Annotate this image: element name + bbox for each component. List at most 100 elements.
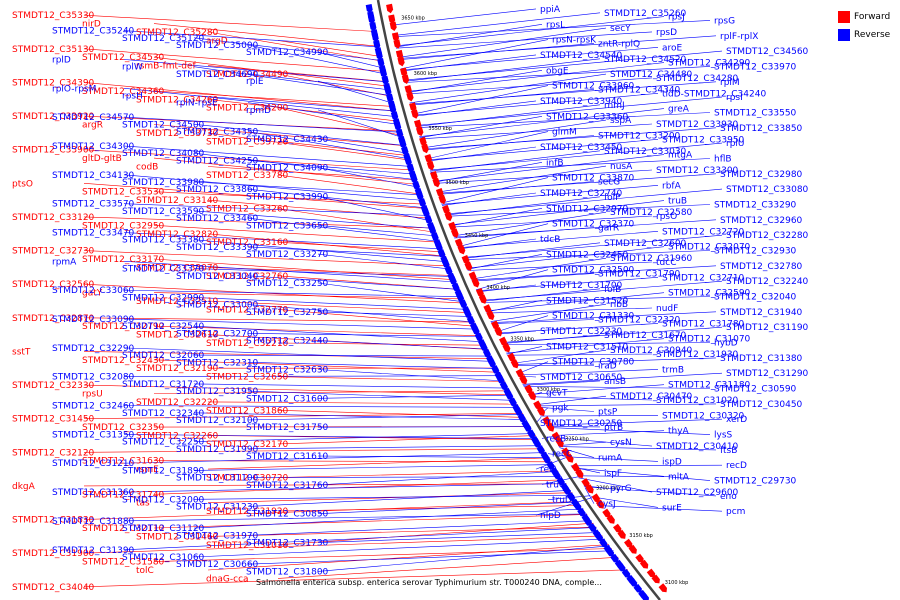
gene-label-reverse[interactable]: STMDT12_C33250 xyxy=(246,279,329,289)
gene-label-reverse[interactable]: recD xyxy=(726,461,747,471)
gene-label-reverse[interactable]: STMDT12_C33300 xyxy=(656,166,739,176)
gene-label-forward[interactable]: STMDT12_C33070 xyxy=(136,263,219,273)
gene-label-reverse[interactable]: xerD xyxy=(726,415,747,425)
gene-label-reverse[interactable]: thyA xyxy=(668,427,690,437)
gene-label-reverse[interactable]: STMDT12_C30450 xyxy=(720,400,803,410)
gene-label-reverse[interactable]: STMDT12_C30590 xyxy=(714,385,797,395)
gene-label-reverse[interactable]: garR xyxy=(598,224,619,234)
gene-label-reverse[interactable]: nlpD xyxy=(540,511,561,521)
gene-label-reverse[interactable]: rplO-rpsM xyxy=(52,84,96,94)
gene-label-reverse[interactable]: STMDT12_C33200 xyxy=(598,132,681,142)
gene-label-reverse[interactable]: STMDT12_C32960 xyxy=(720,216,803,226)
gene-label-reverse[interactable]: STMDT12_C32320 xyxy=(598,316,681,326)
gene-label-reverse[interactable]: STMDT12_C31230 xyxy=(176,503,259,513)
gene-label-reverse[interactable]: rpmD xyxy=(246,106,271,116)
gene-label-reverse[interactable]: STMDT12_C31120 xyxy=(122,524,205,534)
gene-label-forward[interactable]: STMDT12_C32870 xyxy=(12,314,95,324)
gene-label-reverse[interactable]: rplU xyxy=(726,139,745,149)
gene-label-forward[interactable]: STMDT12_C32760 xyxy=(206,272,289,282)
gene-label-reverse[interactable]: eno xyxy=(720,492,737,502)
gene-label-reverse[interactable]: STMDT12_C34560 xyxy=(726,47,809,57)
gene-label-reverse[interactable]: tdcB xyxy=(540,235,560,245)
gene-label-reverse[interactable]: rpsI xyxy=(726,93,743,103)
gene-label-reverse[interactable]: ptrB xyxy=(604,423,623,433)
gene-label-reverse[interactable]: mtgA xyxy=(668,151,693,161)
gene-label-forward[interactable]: STMDT12_C32170 xyxy=(206,440,289,450)
gene-label-forward[interactable]: STMDT12_C32210 xyxy=(206,339,289,349)
gene-label-reverse[interactable]: STMDT12_C31670 xyxy=(604,331,687,341)
gene-label-forward[interactable]: STMDT12_C34390 xyxy=(12,78,95,88)
gene-label-reverse[interactable]: rplD xyxy=(52,55,71,65)
gene-label-reverse[interactable]: truD xyxy=(552,496,572,506)
gene-label-reverse[interactable]: STMDT12_C33000 xyxy=(176,301,259,311)
gene-label-reverse[interactable]: STMDT12_C31700 xyxy=(540,281,623,291)
gene-label-reverse[interactable]: STMDT12_C31790 xyxy=(598,270,681,280)
gene-label-reverse[interactable]: recC xyxy=(552,450,572,460)
gene-label-forward[interactable]: STMDT12_C32110 xyxy=(82,524,165,534)
gene-label-forward[interactable]: STMDT12_C32730 xyxy=(12,247,95,257)
gene-label-reverse[interactable]: STMDT12_C34690 xyxy=(176,70,259,80)
gene-label-reverse[interactable]: STMDT12_C33040 xyxy=(176,272,259,282)
gene-label-reverse[interactable]: STMDT12_C31100 xyxy=(176,474,259,484)
gene-label-reverse[interactable]: STMDT12_C31520 xyxy=(546,296,629,306)
gene-label-reverse[interactable]: STMDT12_C33930 xyxy=(656,120,739,130)
gene-label-forward[interactable]: STMDT12_C32260 xyxy=(136,432,219,442)
gene-label-reverse[interactable]: rpsO xyxy=(656,212,677,222)
gene-label-reverse[interactable]: pgk xyxy=(552,404,569,414)
gene-label-forward[interactable]: STMDT12_C32330 xyxy=(12,381,95,391)
gene-label-reverse[interactable]: iraD xyxy=(598,362,617,372)
gene-label-reverse[interactable]: zntR-rplQ xyxy=(598,39,640,49)
gene-label-reverse[interactable]: STMDT12_C32310 xyxy=(176,358,259,368)
gene-label-forward[interactable]: STMDT12_C34200 xyxy=(206,104,289,114)
gene-label-forward[interactable]: STMDT12_C33170 xyxy=(82,255,165,265)
gene-label-reverse[interactable]: STMDT12_C34300 xyxy=(52,142,135,152)
gene-label-reverse[interactable]: STMDT12_C31890 xyxy=(122,466,205,476)
gene-label-reverse[interactable]: STMDT12_C31800 xyxy=(246,567,329,577)
gene-label-reverse[interactable]: sspA xyxy=(610,116,632,126)
gene-label-reverse[interactable]: cysJ xyxy=(598,500,616,510)
gene-label-reverse[interactable]: STMDT12_C35120 xyxy=(122,34,205,44)
gene-label-forward[interactable]: STMDT12_C32950 xyxy=(82,221,165,231)
gene-label-forward[interactable]: gltD-gltB xyxy=(82,154,122,164)
gene-label-forward[interactable]: STMDT12_C31580 xyxy=(82,558,165,568)
gene-label-reverse[interactable]: rpsD xyxy=(656,28,677,38)
gene-label-reverse[interactable]: rpsH xyxy=(122,92,143,102)
gene-label-reverse[interactable]: STMDT12_C32500 xyxy=(552,266,635,276)
gene-label-reverse[interactable]: STMDT12_C31210 xyxy=(52,459,135,469)
gene-label-reverse[interactable]: STMDT12_C33970 xyxy=(714,62,797,72)
gene-label-reverse[interactable]: STMDT12_C32590 xyxy=(668,289,751,299)
gene-label-reverse[interactable]: aroE xyxy=(662,43,683,53)
gene-label-reverse[interactable]: STMDT12_C31780 xyxy=(662,319,745,329)
gene-label-reverse[interactable]: STMDT12_C33460 xyxy=(176,214,259,224)
gene-label-reverse[interactable]: STMDT12_C32740 xyxy=(540,189,623,199)
gene-label-reverse[interactable]: STMDT12_C34080 xyxy=(122,149,205,159)
gene-label-reverse[interactable]: STMDT12_C32280 xyxy=(726,231,809,241)
gene-label-reverse[interactable]: folB xyxy=(604,285,621,295)
gene-label-reverse[interactable]: STMDT12_C32450 xyxy=(546,250,629,260)
gene-label-reverse[interactable]: rpmA xyxy=(52,257,77,267)
gene-label-reverse[interactable]: STMDT12_C33590 xyxy=(122,207,205,217)
gene-label-reverse[interactable]: STMDT12_C31880 xyxy=(52,517,135,527)
gene-label-reverse[interactable]: STMDT12_C33290 xyxy=(714,201,797,211)
gene-label-reverse[interactable]: STMDT12_C33870 xyxy=(552,174,635,184)
gene-label-forward[interactable]: STMDT12_C34260 xyxy=(136,95,219,105)
gene-label-forward[interactable]: STMDT12_C31450 xyxy=(12,415,95,425)
gene-label-forward[interactable]: codB xyxy=(136,163,158,173)
gene-label-forward[interactable]: STMDT12_C32610 xyxy=(136,331,219,341)
gene-label-reverse[interactable]: pyrG xyxy=(610,484,632,494)
gene-label-reverse[interactable]: STMDT12_C33850 xyxy=(720,124,803,134)
gene-label-reverse[interactable]: STMDT12_C30410 xyxy=(656,442,739,452)
gene-label-reverse[interactable]: hflB xyxy=(714,155,732,165)
gene-label-reverse[interactable]: rumA xyxy=(598,454,623,464)
gene-label-reverse[interactable]: ptsP xyxy=(598,408,618,418)
gene-label-reverse[interactable]: ribB xyxy=(610,300,628,310)
gene-label-reverse[interactable]: gcvT xyxy=(546,388,568,398)
gene-label-reverse[interactable]: STMDT12_C34340 xyxy=(598,85,681,95)
gene-label-reverse[interactable]: STMDT12_C30320 xyxy=(662,411,745,421)
gene-label-reverse[interactable]: rplE xyxy=(246,77,264,87)
gene-label-forward[interactable]: STMDT12_C32350 xyxy=(82,423,165,433)
gene-label-forward[interactable]: STMDT12_C31630 xyxy=(82,457,165,467)
gene-label-forward[interactable]: STMDT12_C32510 xyxy=(136,297,219,307)
gene-label-reverse[interactable]: STMDT12_C33950 xyxy=(662,135,745,145)
gene-label-reverse[interactable]: STMDT12_C32250 xyxy=(122,438,205,448)
